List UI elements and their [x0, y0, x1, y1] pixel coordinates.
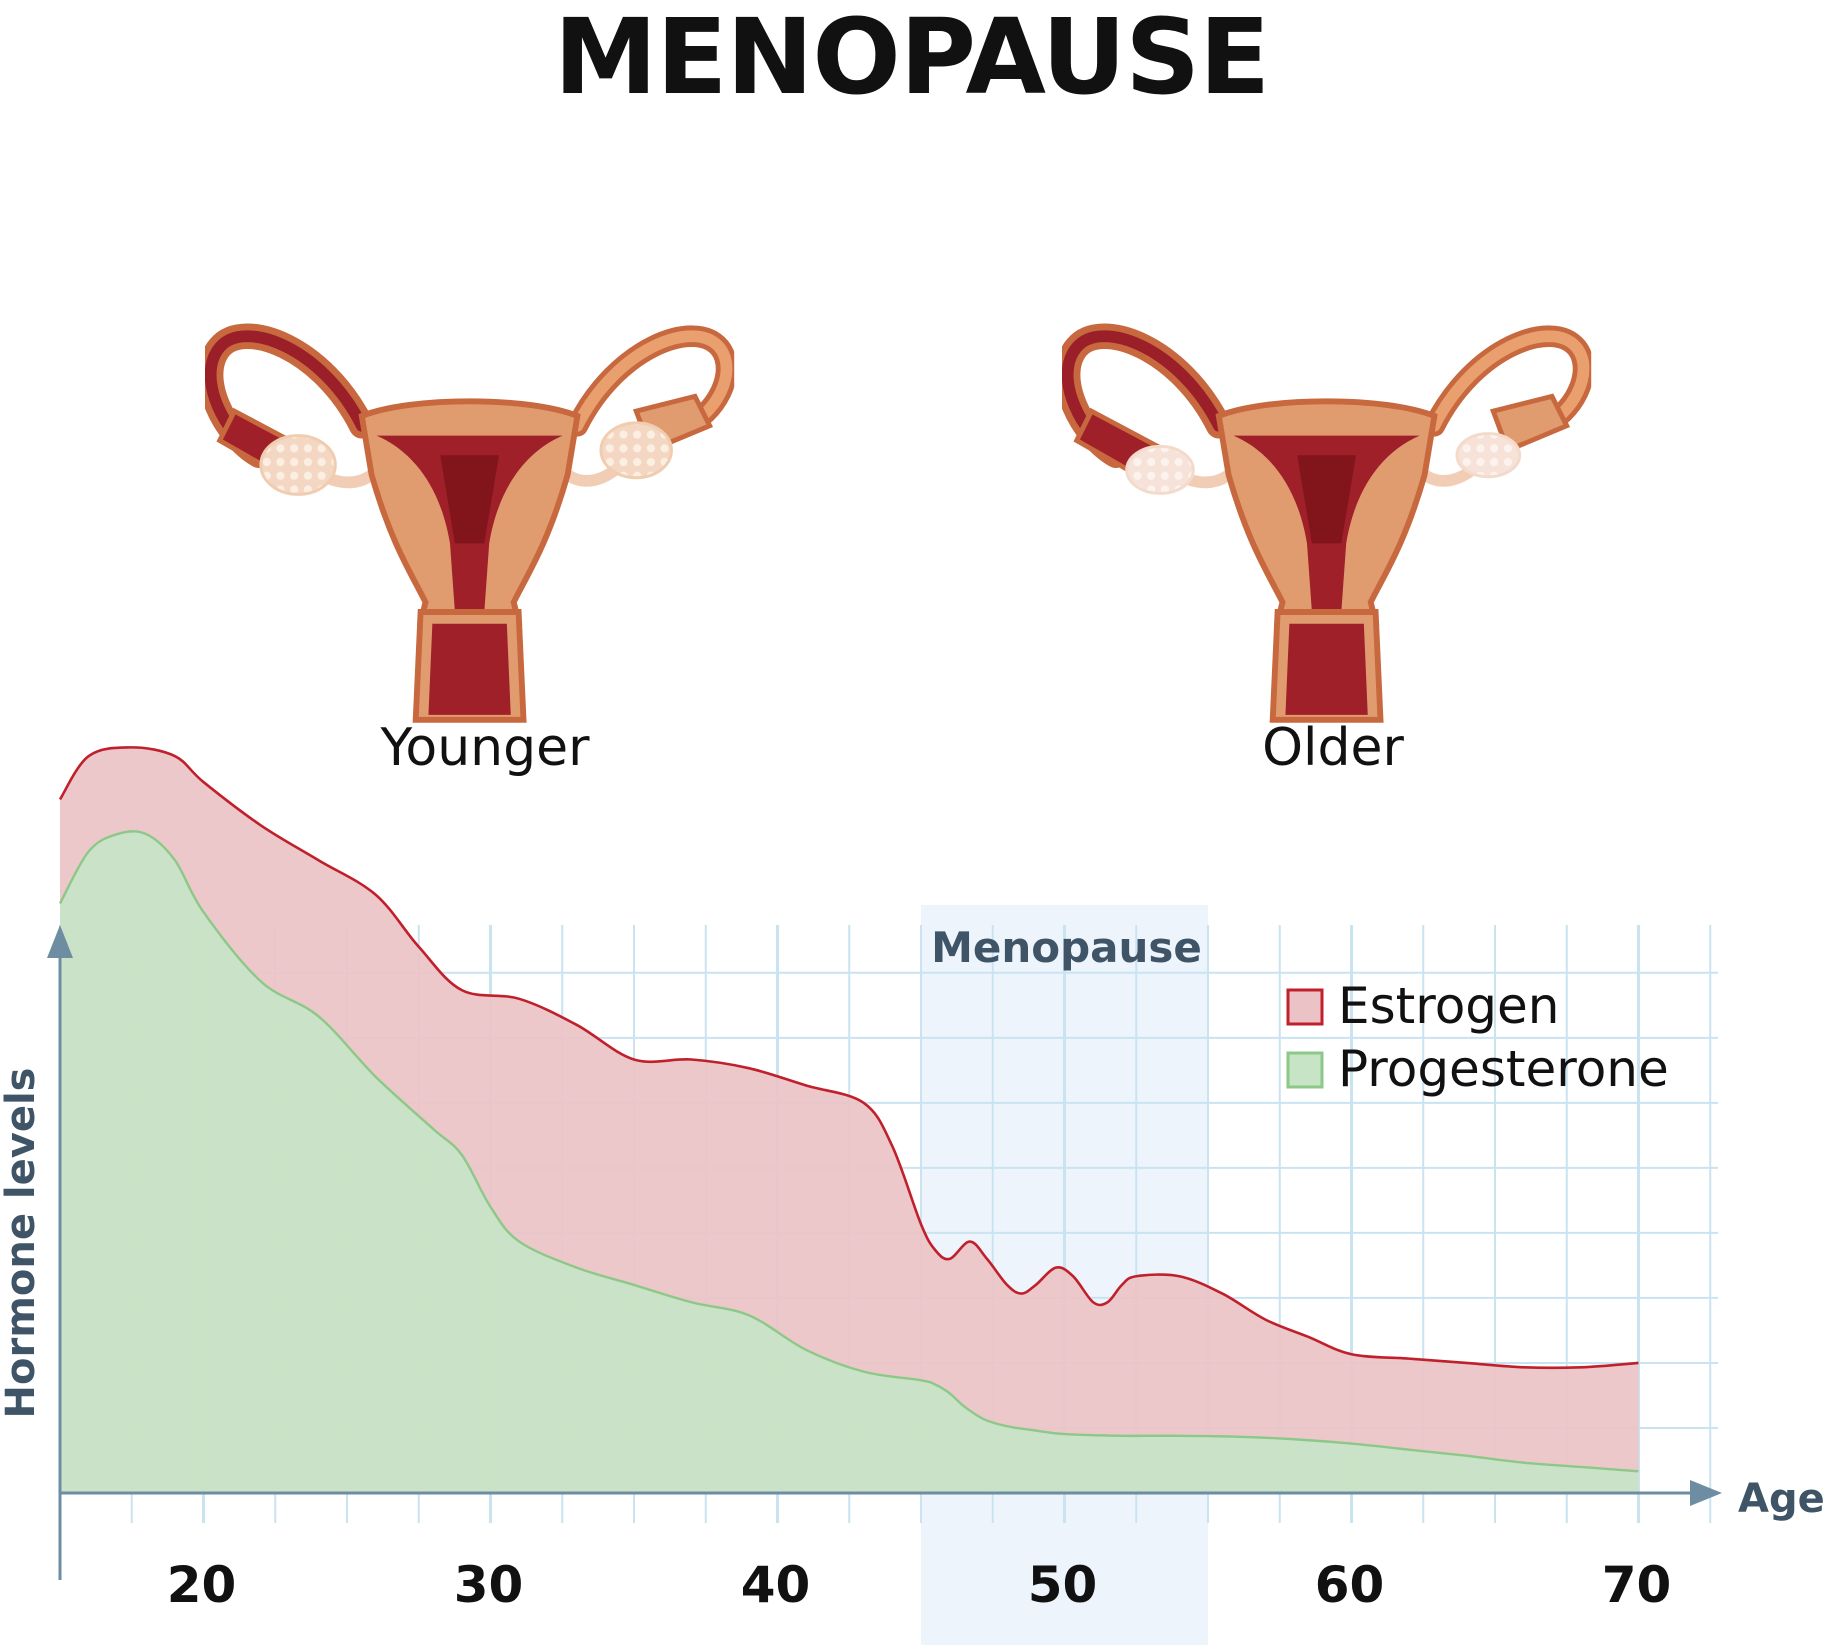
uterus-older-illustration: [1068, 336, 1584, 720]
x-axis-label: Age: [1738, 1476, 1823, 1522]
x-tick-label: 60: [1315, 1556, 1385, 1614]
page-title: MENOPAUSE: [553, 0, 1270, 118]
uterus-younger-illustration: [211, 336, 727, 720]
x-tick-label: 30: [454, 1556, 524, 1614]
progesterone-area: [60, 831, 1639, 1493]
younger-caption: Younger: [380, 718, 590, 778]
x-tick-label: 70: [1602, 1556, 1672, 1614]
ovary-left-older: [1125, 444, 1195, 495]
legend-estrogen-label: Estrogen: [1338, 977, 1559, 1035]
x-tick-label: 40: [741, 1556, 811, 1614]
legend-estrogen-swatch: [1286, 988, 1324, 1026]
legend-progesterone-swatch: [1286, 1051, 1324, 1089]
menopause-band-label: Menopause: [931, 923, 1202, 972]
x-tick-label: 50: [1028, 1556, 1098, 1614]
ovary-right-older: [1455, 432, 1522, 479]
legend-progesterone-label: Progesterone: [1338, 1040, 1669, 1098]
ovary-left-younger: [259, 434, 337, 496]
ovary-right-younger: [599, 421, 673, 480]
x-axis-arrow: [1690, 1480, 1722, 1506]
uterus-older-shape: [1068, 336, 1584, 720]
x-tick-label: 20: [167, 1556, 237, 1614]
y-axis-arrow: [47, 925, 73, 958]
estrogen-line: [58, 746, 1639, 1370]
y-axis-label: Hormone levels: [0, 1068, 44, 1419]
progesterone-line: [58, 830, 1639, 1473]
older-caption: Older: [1262, 718, 1404, 778]
uterus-younger-shape: [211, 336, 727, 720]
